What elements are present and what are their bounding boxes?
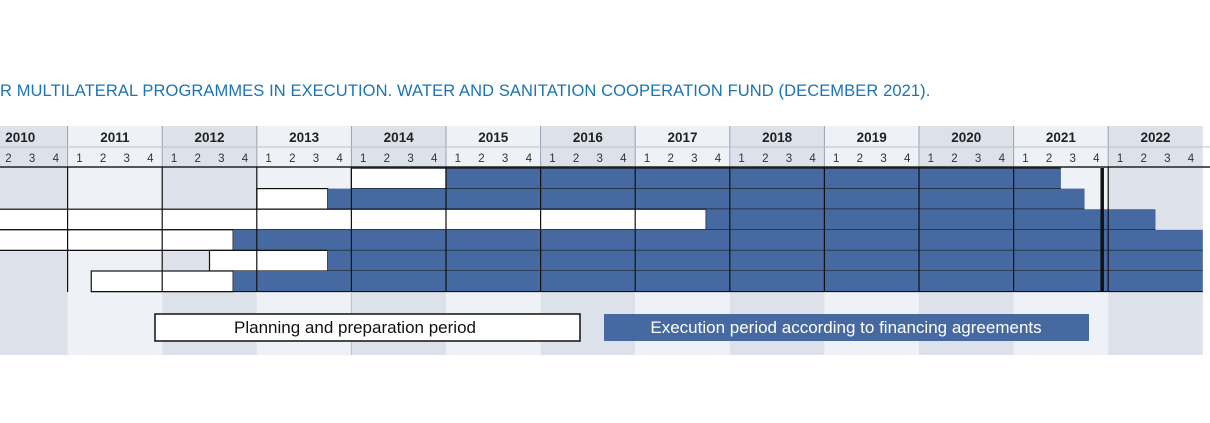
- legend-execution-swatch: [604, 314, 1089, 341]
- quarter-label-2020-3: 3: [975, 153, 981, 165]
- year-label-2012: 2012: [194, 130, 224, 145]
- year-label-2018: 2018: [762, 130, 793, 145]
- quarter-label-2020-2: 2: [951, 153, 957, 165]
- quarter-label-2018-2: 2: [762, 153, 768, 165]
- quarter-label-2022-2: 2: [1140, 153, 1146, 165]
- quarter-labels: 1 2 3 4 1 2 3 4 1 2 3 4 1 2 3 4 1 2 3 4 1 2 3 4 1 2 3 4 1 2 3 4 1 2 3 4 1 2 3 4…: [5, 153, 1195, 165]
- quarter-label-2011-3: 3: [124, 153, 130, 165]
- quarter-label-2019-1: 1: [833, 153, 839, 165]
- quarter-label-2014-2: 2: [384, 153, 390, 165]
- year-label-2019: 2019: [857, 130, 887, 145]
- planning-bar-3: [0, 208, 707, 231]
- quarter-label-2018-1: 1: [738, 153, 744, 165]
- quarter-label-2016-2: 2: [573, 153, 579, 165]
- quarter-label-2016-1: 1: [549, 153, 555, 165]
- planning-bar-5: [208, 249, 329, 272]
- legend-planning-swatch: [154, 313, 581, 342]
- year-labels: 2010 2011 2012 2013 2014 2015 2016 2017 2018 2019…: [5, 130, 1170, 145]
- execution-bar-3: [706, 209, 1156, 230]
- year-label-2016: 2016: [573, 130, 604, 145]
- quarter-label-2010-3: 3: [29, 153, 35, 165]
- execution-bar-5: [327, 250, 1203, 271]
- quarter-label-2022-1: 1: [1117, 153, 1123, 165]
- quarter-label-2013-2: 2: [289, 153, 295, 165]
- year-label-2013: 2013: [289, 130, 320, 145]
- year-label-2021: 2021: [1046, 130, 1077, 145]
- quarter-label-2012-1: 1: [171, 153, 177, 165]
- year-label-2010: 2010: [5, 130, 35, 145]
- quarter-label-2011-1: 1: [76, 153, 82, 165]
- chart-title: R MULTILATERAL PROGRAMMES IN EXECUTION. …: [0, 82, 931, 100]
- quarter-label-2021-2: 2: [1046, 153, 1052, 165]
- quarter-label-2017-2: 2: [667, 153, 673, 165]
- execution-bar-4: [233, 229, 1203, 251]
- quarter-label-2014-4: 4: [431, 153, 438, 165]
- quarter-label-2010-2: 2: [5, 153, 11, 165]
- quarter-label-2018-3: 3: [786, 153, 792, 165]
- quarter-label-2015-1: 1: [455, 153, 461, 165]
- quarter-label-2011-2: 2: [100, 153, 106, 165]
- legend-planning-label: Planning and preparation period: [234, 318, 476, 337]
- quarter-label-2013-3: 3: [313, 153, 319, 165]
- quarter-label-2021-3: 3: [1070, 153, 1076, 165]
- quarter-label-2017-1: 1: [644, 153, 650, 165]
- quarter-label-2012-3: 3: [218, 153, 224, 165]
- quarter-label-2012-4: 4: [242, 153, 249, 165]
- quarter-label-2022-4: 4: [1188, 153, 1195, 165]
- year-label-2022: 2022: [1140, 130, 1170, 145]
- quarter-label-2015-3: 3: [502, 153, 508, 165]
- year-label-2020: 2020: [951, 130, 981, 145]
- quarter-label-2019-4: 4: [904, 153, 911, 165]
- quarter-label-2016-3: 3: [597, 153, 603, 165]
- planning-bar-4: [0, 229, 234, 252]
- quarter-label-2014-1: 1: [360, 153, 366, 165]
- quarter-label-2022-3: 3: [1164, 153, 1170, 165]
- year-label-2017: 2017: [667, 130, 697, 145]
- gantt-bars: [0, 167, 1203, 293]
- legend: Planning and preparation period Executio…: [154, 313, 1089, 342]
- quarter-label-2016-4: 4: [620, 153, 627, 165]
- year-label-2015: 2015: [478, 130, 509, 145]
- legend-execution-label: Execution period according to financing …: [650, 318, 1041, 337]
- execution-bar-6: [233, 271, 1203, 292]
- grid-lines: [0, 126, 1210, 355]
- quarter-label-2021-1: 1: [1022, 153, 1028, 165]
- year-label-2011: 2011: [100, 130, 130, 145]
- quarter-label-2012-2: 2: [194, 153, 200, 165]
- quarter-label-2010-4: 4: [53, 153, 60, 165]
- quarter-label-2015-2: 2: [478, 153, 484, 165]
- quarter-label-2017-3: 3: [691, 153, 697, 165]
- quarter-label-2011-4: 4: [147, 153, 154, 165]
- quarter-label-2021-4: 4: [1093, 153, 1100, 165]
- quarter-label-2013-1: 1: [265, 153, 271, 165]
- quarter-label-2019-2: 2: [857, 153, 863, 165]
- execution-bar-2: [327, 188, 1085, 210]
- quarter-label-2020-1: 1: [928, 153, 934, 165]
- quarter-label-2017-4: 4: [715, 153, 722, 165]
- year-label-2014: 2014: [384, 130, 415, 145]
- planning-bar-1: [350, 167, 447, 190]
- execution-bar-1: [446, 168, 1061, 189]
- quarter-label-2018-4: 4: [809, 153, 816, 165]
- quarter-label-2019-3: 3: [880, 153, 886, 165]
- quarter-label-2015-4: 4: [526, 153, 533, 165]
- quarter-label-2013-4: 4: [336, 153, 343, 165]
- quarter-label-2020-4: 4: [999, 153, 1006, 165]
- quarter-label-2014-3: 3: [407, 153, 413, 165]
- planning-bar-2: [256, 188, 329, 210]
